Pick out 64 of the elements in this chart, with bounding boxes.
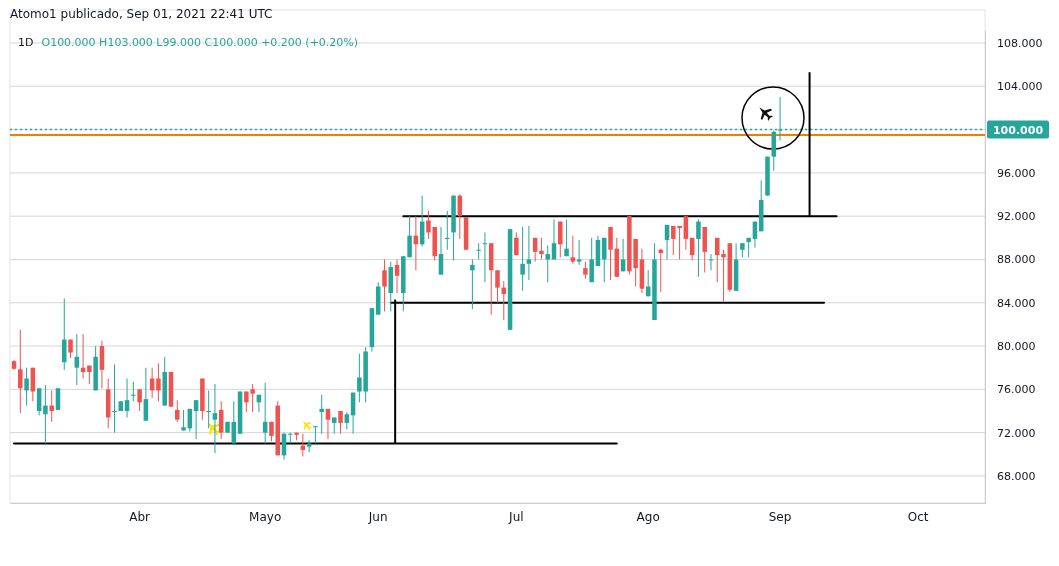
candlestick [137,388,142,412]
y-tick-label: 80.000 [997,340,1036,354]
candlestick [539,237,544,260]
candlestick [438,226,444,276]
candlestick [112,363,117,434]
candlestick [564,218,569,257]
x-tick-label: Ago [636,509,660,524]
candlestick [576,239,582,266]
candlestick [570,235,576,265]
text: 1D [18,36,34,49]
candlestick [193,399,199,440]
x-tick-label: Mayo [249,509,282,524]
candlestick [306,439,312,453]
candlestick [131,381,136,402]
y-tick-label: 72.000 [997,426,1036,440]
candlestick [325,408,331,440]
y-tick-label: 84.000 [997,296,1036,310]
y-tick-label: 108.000 [997,37,1043,51]
candlestick [313,425,318,444]
candlestick [18,329,23,414]
candlestick [156,362,161,402]
candlestick [143,367,149,422]
x-tick-label: Abr [129,509,151,524]
candlestick [476,242,481,260]
candlestick [319,394,324,435]
candlestick [520,226,525,292]
candlestick [608,226,613,281]
y-tick-label: 88.000 [997,253,1036,267]
candlestick [49,389,54,423]
candlestick [175,399,180,423]
x-tick-label: Jun [367,509,388,524]
candlestick [545,244,550,283]
y-tick-label: 76.000 [997,383,1036,397]
candlestick [43,384,48,444]
y-tick-label: 68.000 [997,469,1036,483]
candlestick [601,237,607,283]
candlestick [382,258,387,312]
candlestick [206,389,211,429]
candlestick [394,258,400,294]
candlestick [24,367,29,407]
x-tick-label: Oct [907,509,929,524]
y-tick-label: 92.000 [997,210,1036,224]
candlestick [61,297,67,371]
candlestick [262,382,268,444]
candlestick [74,333,80,386]
candlestick [526,225,532,281]
text: Atomo1 publicado, Sep 01, 2021 22:41 UTC [10,7,273,21]
y-tick-label: 96.000 [997,166,1036,180]
candlestick [445,210,450,251]
candlestick [589,237,594,283]
candlestick [495,269,500,304]
annotation: O100.000 H103.000 L99.000 C100.000 +0.200 (+0.20%) [41,36,359,49]
ref-line-label: 100.000 [992,123,1044,137]
candlestick [212,383,218,454]
candlestick [696,218,701,278]
x-tick-label: Jul [508,509,524,524]
candlestick [658,248,664,293]
candlestick [124,378,130,418]
candlestick [558,221,563,258]
y-tick-label: 104.000 [997,80,1043,94]
candlestick [338,410,343,435]
candlestick [470,258,475,310]
x-tick-label: Sep [768,509,792,524]
candlestick [55,387,61,411]
